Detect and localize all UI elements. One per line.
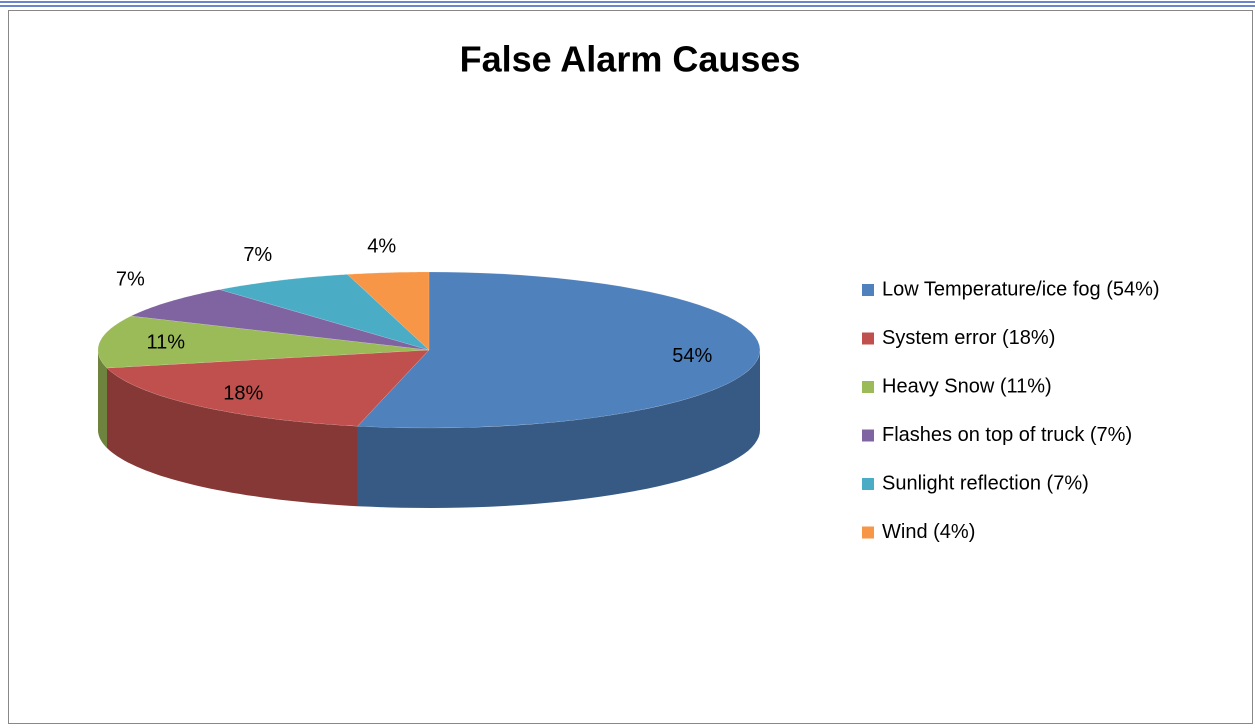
legend-label: Low Temperature/ice fog (54%) <box>882 278 1160 300</box>
legend-label: Heavy Snow (11%) <box>882 375 1052 397</box>
pie-slice <box>356 271 761 429</box>
legend-swatch <box>862 284 874 296</box>
data-label: 11% <box>146 332 185 354</box>
pie-slice <box>97 315 430 369</box>
legend-label: Wind (4%) <box>882 521 975 543</box>
pie-side <box>357 350 760 508</box>
legend-swatch <box>862 429 874 442</box>
data-label: 4% <box>367 235 396 257</box>
pie-side <box>107 368 358 507</box>
legend-swatch <box>862 526 874 539</box>
legend-label: Flashes on top of truck (7%) <box>882 424 1132 446</box>
pie-slice <box>130 289 430 351</box>
pie-side <box>98 350 107 448</box>
legend-swatch <box>862 478 874 490</box>
data-label: 18% <box>223 383 263 405</box>
pie-slice <box>346 271 430 351</box>
legend-swatch <box>862 381 874 393</box>
legend-label: Sunlight reflection (7%) <box>882 472 1089 494</box>
legend-swatch <box>862 332 874 345</box>
legend-label: System error (18%) <box>882 327 1055 349</box>
data-label: 7% <box>243 244 272 266</box>
chart-title: False Alarm Causes <box>460 39 801 80</box>
pie-slice <box>219 274 430 351</box>
pie-slice <box>106 349 430 427</box>
data-label: 54% <box>672 345 712 367</box>
data-label: 7% <box>116 269 145 291</box>
